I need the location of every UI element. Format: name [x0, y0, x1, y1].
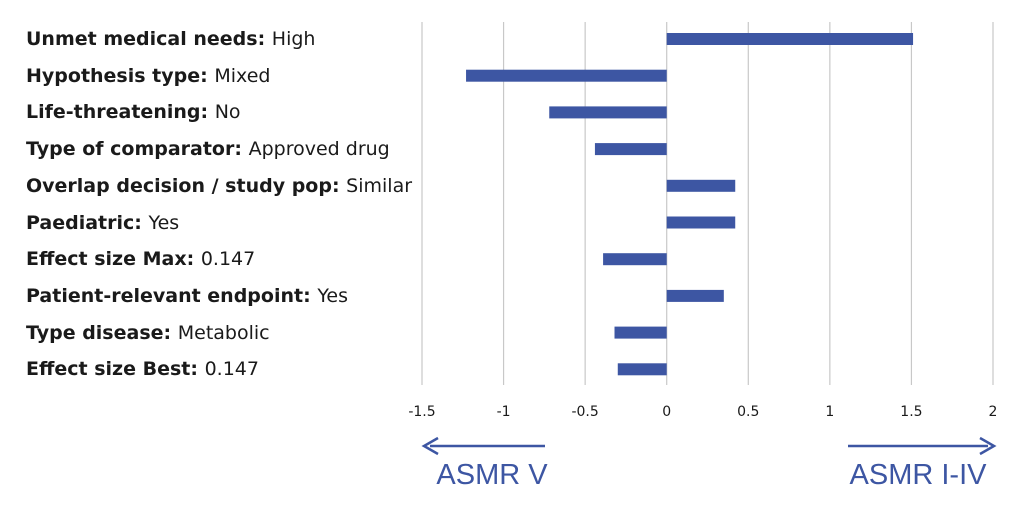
bar	[594, 143, 667, 156]
category-name: Unmet medical needs	[26, 28, 258, 50]
x-tick-label: 1.5	[900, 404, 922, 420]
category-label: Overlap decision / study pop: Similar	[26, 171, 412, 201]
category-label: Type of comparator: Approved drug	[26, 134, 390, 164]
category-label: Type disease: Metabolic	[26, 318, 270, 348]
bar	[666, 33, 914, 45]
category-value: No	[214, 101, 241, 124]
category-label: Unmet medical needs: High	[26, 24, 315, 54]
category-separator: :	[257, 28, 272, 50]
bar	[614, 326, 667, 339]
bar	[603, 253, 667, 266]
category-label: Effect size Max: 0.147	[26, 244, 255, 274]
x-tick-label: 2	[989, 404, 998, 420]
left-arrow-head	[421, 436, 439, 456]
x-tick-label: 1	[825, 404, 834, 420]
category-name: Hypothesis type	[26, 64, 201, 87]
category-value: Metabolic	[177, 321, 270, 344]
category-separator: :	[134, 211, 149, 234]
category-label: Life-threatening: No	[26, 97, 241, 127]
category-separator: :	[200, 64, 215, 87]
bar	[549, 106, 667, 119]
category-separator: :	[303, 284, 318, 307]
category-name: Type disease	[26, 321, 164, 344]
bar	[666, 179, 736, 192]
category-separator: :	[234, 138, 249, 161]
category-label: Patient-relevant endpoint: Yes	[26, 281, 348, 311]
category-name: Paediatric	[26, 211, 135, 234]
x-tick-label: -0.5	[571, 404, 598, 420]
x-tick-label: 0	[662, 404, 671, 420]
category-value: Similar	[346, 174, 413, 197]
bar	[466, 69, 667, 82]
bar	[666, 216, 736, 229]
category-label: Hypothesis type: Mixed	[26, 61, 270, 91]
category-value: Yes	[317, 284, 348, 307]
asmr-v-label: ASMR V	[436, 459, 548, 491]
category-name: Patient-relevant endpoint	[26, 284, 304, 307]
category-label: Paediatric: Yes	[26, 208, 179, 238]
category-value: Yes	[148, 211, 180, 234]
category-name: Effect size Best	[26, 358, 191, 381]
category-separator: :	[186, 248, 201, 271]
x-tick-label: -1	[497, 404, 511, 420]
x-tick-label: -1.5	[408, 404, 435, 420]
category-name: Overlap decision / study pop	[26, 174, 332, 197]
category-value: 0.147	[204, 358, 259, 381]
category-separator: :	[331, 174, 347, 197]
category-value: 0.147	[200, 248, 256, 271]
right-arrow-head	[979, 436, 997, 456]
bar	[617, 363, 667, 376]
bar	[666, 289, 724, 302]
x-tick-label: 0.5	[737, 404, 759, 420]
category-name: Life-threatening	[26, 101, 201, 124]
category-value: High	[271, 28, 316, 50]
category-value: Approved drug	[248, 138, 390, 161]
category-separator: :	[190, 358, 205, 381]
category-separator: :	[163, 321, 178, 344]
category-value: Mixed	[214, 64, 271, 87]
asmr-i-iv-label: ASMR I-IV	[850, 459, 988, 491]
category-label: Effect size Best: 0.147	[26, 354, 259, 384]
category-name: Effect size Max	[26, 248, 187, 271]
category-separator: :	[200, 101, 215, 124]
category-name: Type of comparator	[26, 138, 235, 161]
